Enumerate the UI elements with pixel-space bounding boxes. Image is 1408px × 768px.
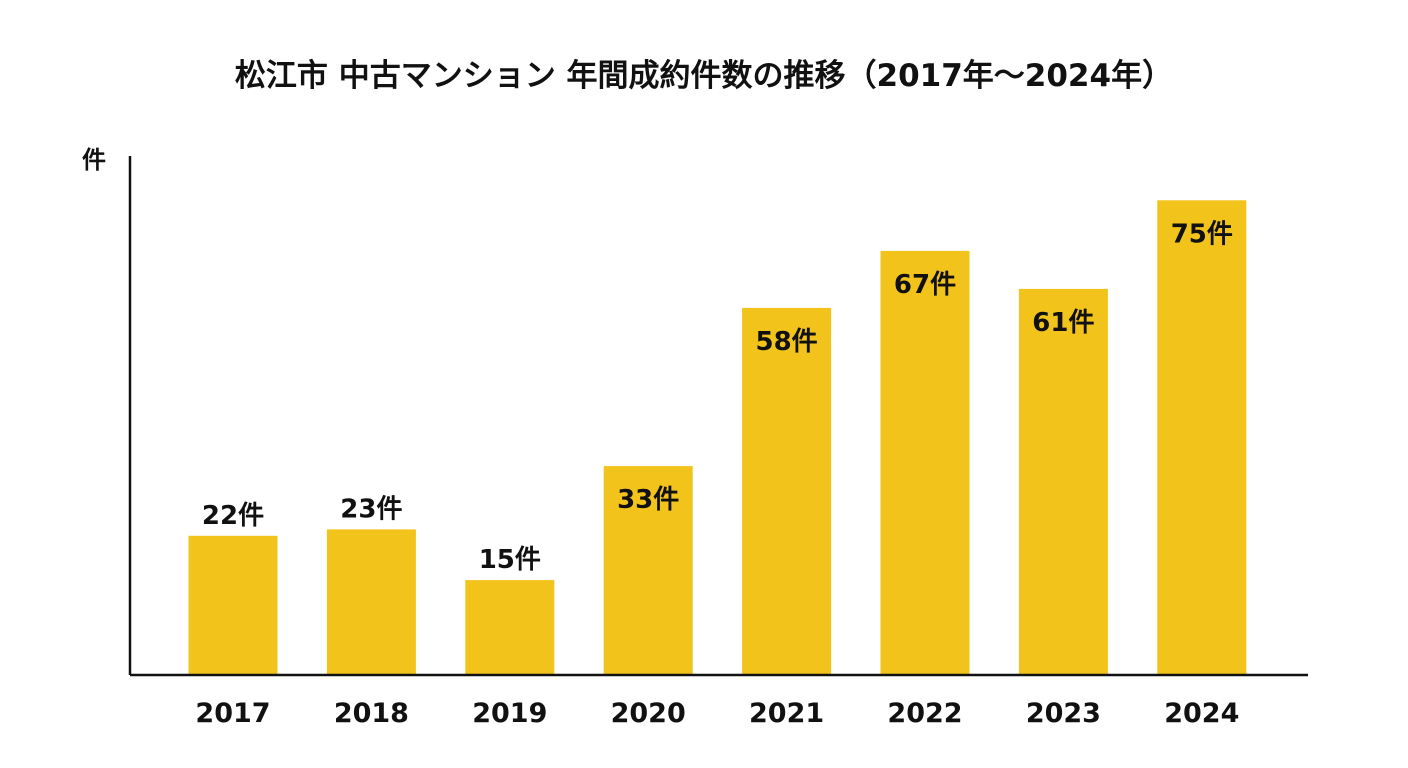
bar-2019 xyxy=(465,580,555,675)
x-tick-label-2020: 2020 xyxy=(611,698,686,729)
data-label-2022: 67件 xyxy=(894,270,956,300)
x-tick-label-2023: 2023 xyxy=(1026,698,1101,729)
bar-2024 xyxy=(1157,200,1247,676)
bars-layer xyxy=(188,200,1247,676)
x-tick-label-2017: 2017 xyxy=(195,698,270,729)
data-label-2024: 75件 xyxy=(1171,219,1233,249)
bar-2018 xyxy=(326,529,416,675)
x-tick-label-2019: 2019 xyxy=(472,698,547,729)
data-labels-layer: 22件 23件 15件 33件 58件 67件 61件 75件 xyxy=(202,219,1233,575)
bar-2023 xyxy=(1018,288,1108,675)
bar-2022 xyxy=(880,250,970,675)
data-label-2021: 58件 xyxy=(756,327,818,357)
data-label-2018: 23件 xyxy=(340,494,402,524)
bar-2020 xyxy=(603,466,693,675)
x-tick-label-2024: 2024 xyxy=(1164,698,1239,729)
bar-2021 xyxy=(742,307,832,675)
data-label-2017: 22件 xyxy=(202,501,264,531)
x-tick-labels-layer: 2017 2018 2019 2020 2021 2022 2023 2024 xyxy=(195,698,1239,729)
data-label-2020: 33件 xyxy=(617,485,679,515)
chart-title: 松江市 中古マンション 年間成約件数の推移（2017年〜2024年） xyxy=(234,58,1174,94)
x-tick-label-2022: 2022 xyxy=(887,698,962,729)
bar-2017 xyxy=(188,535,278,675)
y-axis-unit-label: 件 xyxy=(82,146,106,174)
data-label-2019: 15件 xyxy=(479,545,541,575)
x-tick-label-2018: 2018 xyxy=(334,698,409,729)
data-label-2023: 61件 xyxy=(1032,308,1094,338)
x-tick-label-2021: 2021 xyxy=(749,698,824,729)
